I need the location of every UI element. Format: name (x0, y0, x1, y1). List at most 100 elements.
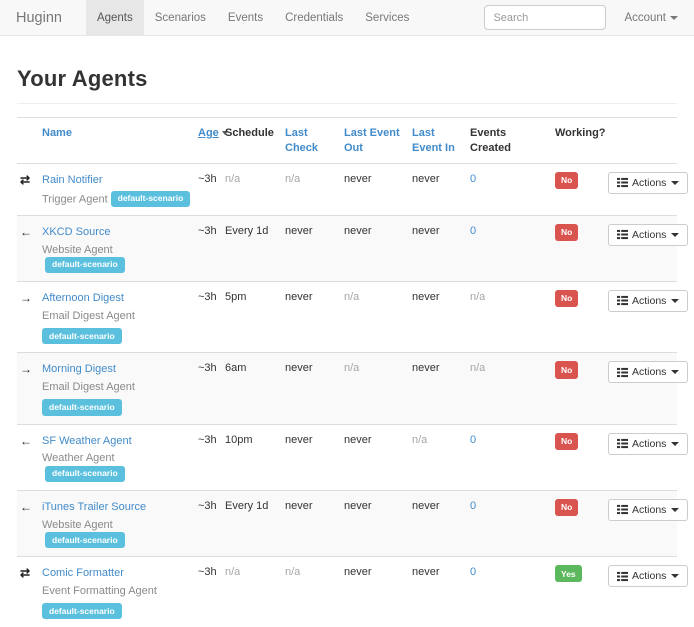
last-event-in-cell: never (412, 489, 470, 557)
actions-button[interactable]: Actions (608, 289, 689, 312)
table-header-row: Name Age Schedule Last Check Last Event … (17, 117, 677, 164)
column-header-events-created: Events Created (470, 117, 555, 164)
agent-name-link[interactable]: Rain Notifier (42, 173, 103, 186)
sort-by-last-check-link[interactable]: Last Check (285, 127, 319, 154)
scenario-badge[interactable]: default-scenario (110, 190, 191, 207)
schedule-cell: Every 1d (225, 489, 285, 557)
scenario-badge[interactable]: default-scenario (42, 399, 122, 416)
actions-button-label: Actions (632, 366, 667, 379)
arrows-both-icon: ⇄ (20, 566, 31, 581)
last-event-in-cell: never (412, 556, 470, 627)
last-event-in-cell: never (412, 352, 470, 425)
nav-item-agents[interactable]: Agents (85, 0, 144, 35)
agent-type-label: Email Digest Agent (42, 381, 135, 394)
working-status-badge: No (555, 432, 579, 450)
events-count-link[interactable]: 0 (470, 224, 477, 237)
scenario-badge[interactable]: default-scenario (42, 328, 122, 345)
main-nav: Agents Scenarios Events Credentials Serv… (85, 0, 420, 35)
agent-type-label: Website Agent (42, 518, 113, 531)
scenario-badge[interactable]: default-scenario (45, 532, 125, 549)
actions-button[interactable]: Actions (608, 432, 689, 455)
actions-button-label: Actions (632, 503, 667, 516)
events-created-cell: n/a (470, 352, 555, 425)
last-check-cell: never (285, 280, 344, 353)
age-cell: ~3h (198, 489, 225, 557)
working-status-badge: No (555, 498, 579, 517)
arrow-right-icon: → (20, 290, 32, 305)
account-menu[interactable]: Account (606, 12, 694, 24)
schedule-cell: n/a (225, 172, 241, 185)
agent-name-link[interactable]: SF Weather Agent (42, 434, 132, 447)
brand-logo[interactable]: Huginn (16, 9, 62, 26)
last-event-in-cell: never (412, 214, 470, 282)
actions-button-label: Actions (632, 228, 667, 241)
list-icon (617, 230, 628, 240)
sort-by-last-event-in-link[interactable]: Last Event In (412, 127, 455, 154)
actions-button[interactable]: Actions (608, 565, 689, 588)
nav-item-credentials[interactable]: Credentials (285, 11, 344, 24)
actions-button[interactable]: Actions (608, 171, 689, 194)
scenario-badge[interactable]: default-scenario (45, 256, 125, 273)
actions-button[interactable]: Actions (608, 223, 689, 246)
divider (17, 103, 677, 104)
nav-item-events[interactable]: Events (227, 11, 264, 24)
events-created-cell: n/a (470, 280, 555, 353)
navbar: Huginn Agents Scenarios Events Credentia… (0, 0, 694, 36)
agent-subline: Email Digest Agent default-scenario (42, 380, 194, 416)
actions-button-label: Actions (632, 294, 667, 307)
agent-name-link[interactable]: XKCD Source (42, 225, 111, 238)
last-check-cell: never (285, 352, 344, 425)
last-event-in-cell: never (412, 280, 470, 353)
working-status-badge: Yes (555, 565, 582, 583)
nav-item-scenarios[interactable]: Scenarios (154, 11, 206, 24)
nav-item-services[interactable]: Services (365, 11, 410, 24)
agent-type-label: Trigger Agent (42, 193, 108, 206)
agent-type-label: Weather Agent (42, 452, 115, 465)
events-count-link[interactable]: 0 (470, 172, 477, 185)
agent-name-link[interactable]: Morning Digest (42, 363, 116, 376)
column-header-actions (608, 117, 677, 164)
actions-button[interactable]: Actions (608, 498, 689, 521)
actions-button[interactable]: Actions (608, 361, 689, 384)
agents-table: Name Age Schedule Last Check Last Event … (17, 117, 689, 627)
agent-name-link[interactable]: Comic Formatter (42, 567, 124, 580)
last-event-out-cell: n/a (344, 280, 412, 353)
last-event-in-cell: n/a (412, 423, 470, 491)
events-count-link[interactable]: 0 (470, 566, 477, 579)
column-header-working: Working? (555, 117, 608, 164)
scenario-badge[interactable]: default-scenario (45, 465, 125, 482)
scenario-badge[interactable]: default-scenario (42, 603, 122, 620)
last-check-cell: never (285, 489, 344, 557)
list-icon (617, 367, 628, 377)
schedule-cell: Every 1d (225, 214, 285, 282)
chevron-down-icon (671, 232, 680, 237)
arrow-left-icon: ← (20, 224, 32, 239)
sort-by-age-link[interactable]: Age (198, 127, 219, 139)
events-created-cell: 0 (470, 163, 555, 215)
sort-by-name-link[interactable]: Name (42, 127, 72, 139)
agent-name-link[interactable]: Afternoon Digest (42, 291, 124, 304)
navbar-right: Account (484, 0, 694, 35)
table-row: ⇄ Rain Notifier Trigger Agent default-sce… (17, 163, 689, 215)
events-count-link[interactable]: 0 (470, 433, 477, 446)
arrow-right-icon: → (20, 362, 32, 377)
working-status-badge: No (555, 361, 579, 379)
search-input[interactable] (484, 5, 607, 30)
schedule-cell: 10pm (225, 423, 285, 491)
last-check-cell: n/a (285, 556, 344, 627)
age-cell: ~3h (198, 172, 217, 185)
table-row: → Afternoon Digest Email Digest Agent def… (17, 280, 689, 353)
chevron-down-icon (671, 298, 680, 303)
sort-by-last-event-out-link[interactable]: Last Event Out (344, 127, 400, 154)
actions-button-label: Actions (632, 437, 667, 450)
chevron-down-icon (671, 507, 680, 512)
agent-subline: Trigger Agent default-scenario (42, 190, 194, 207)
column-header-last-check: Last Check (285, 117, 344, 164)
column-header-last-event-in: Last Event In (412, 117, 470, 164)
age-cell: ~3h (198, 423, 225, 491)
chevron-down-icon (671, 441, 680, 446)
sort-desc-caret-icon (221, 131, 228, 136)
last-event-out-cell: n/a (344, 352, 412, 425)
last-check-cell: never (285, 423, 344, 491)
schedule-cell: 6am (225, 352, 285, 425)
